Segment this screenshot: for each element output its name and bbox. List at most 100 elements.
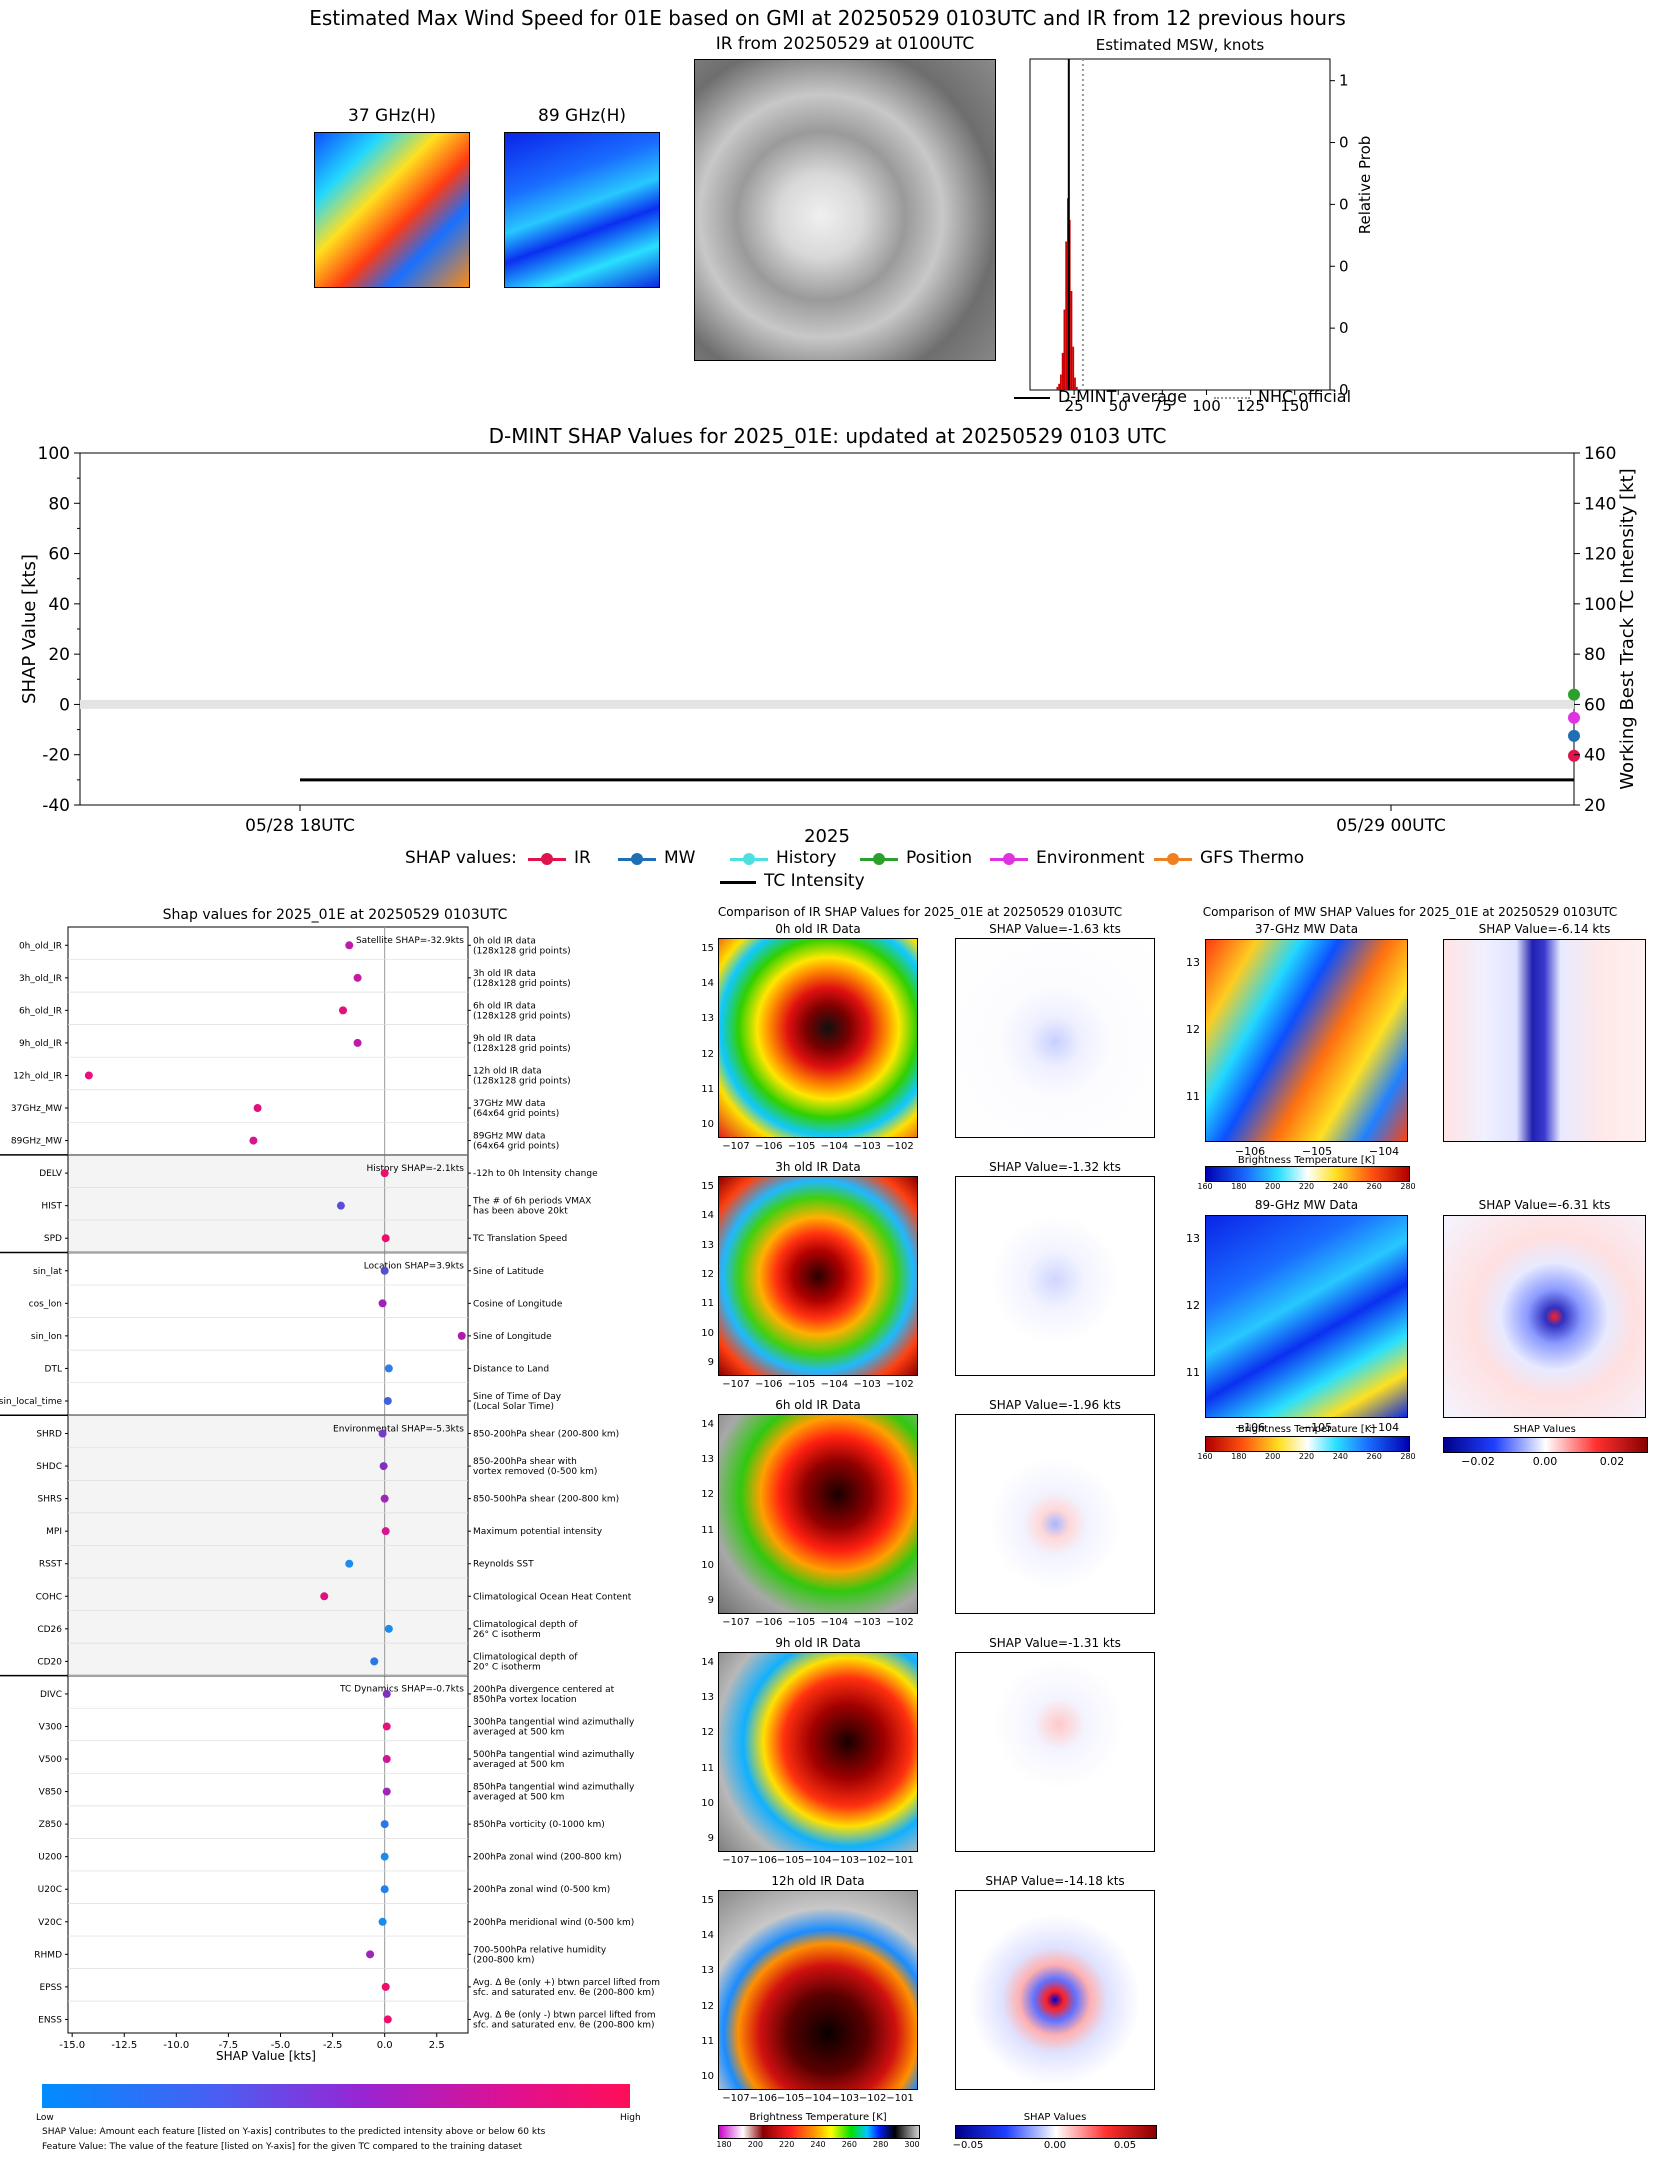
feature-description: has been above 20kt [473, 1207, 568, 1217]
features-xtick-label: 0.0 [377, 2040, 393, 2051]
msw-xtick-label: 100 [1192, 397, 1221, 415]
features-xtick-label: -10.0 [163, 2040, 189, 2051]
feature-name: 6h_old_IR [19, 1006, 62, 1016]
legend-position-marker [873, 853, 885, 865]
ir-bt-tick: 300 [904, 2140, 920, 2149]
mw-bt-tick: 160 [1197, 1452, 1213, 1461]
ir-row-shap-title: SHAP Value=-1.32 kts [989, 1160, 1121, 1174]
feature-shap-point [370, 1657, 379, 1666]
ir-row-ytick: 15 [701, 1895, 714, 1906]
ir-row-xtick: −103 [853, 1379, 881, 1390]
ir-row-title: 12h old IR Data [771, 1874, 865, 1888]
ir-row-ytick: 10 [701, 1559, 714, 1571]
timeline-ytick-right-label: 140 [1584, 494, 1616, 514]
legend-gfs-thermo-marker [1167, 853, 1179, 865]
feature-name: Z850 [39, 1820, 63, 1830]
ir-row-ytick: 12 [701, 1489, 714, 1501]
timeline-xlabel: 2025 [804, 826, 850, 847]
feature-description: 850-200hPa shear with [473, 1457, 577, 1467]
feature-shap-point [253, 1104, 262, 1113]
ir-row-title: 6h old IR Data [775, 1398, 861, 1412]
feature-shap-point [378, 1299, 387, 1308]
feature-shap-point [381, 1234, 390, 1243]
timeline-ytick-right-label: 40 [1584, 746, 1606, 766]
msw-xtick-label: 75 [1153, 397, 1172, 415]
mw-bt-colorbar-label: Brightness Temperature [K] [1237, 1155, 1376, 1166]
features-xtick-label: 2.5 [429, 2040, 445, 2051]
feature-name: HIST [41, 1202, 62, 1212]
mw-bt-tick: 240 [1332, 1452, 1348, 1461]
feature-description: TC Translation Speed [472, 1234, 567, 1244]
ir-row-image [718, 1414, 918, 1614]
msw-ylabel-text: Relative Prob [1356, 136, 1374, 235]
feature-name: V20C [38, 1918, 62, 1928]
ir-row-xtick: −107 [722, 2093, 750, 2104]
feature-description: 850-200hPa shear (200-800 km) [473, 1430, 619, 1440]
feature-description: 3h old IR data [473, 969, 536, 979]
ir-row-ytick: 11 [701, 1083, 714, 1095]
msw-ytick-label: 1.0 [1339, 72, 1350, 90]
feature-shap-point [339, 1006, 347, 1015]
feature-shap-point [380, 1885, 389, 1894]
msw-bar [1070, 291, 1073, 390]
ir-bt-tick: 260 [841, 2140, 857, 2149]
legend-position-label: Position [906, 848, 973, 868]
feature-name: 89GHz_MW [11, 1137, 62, 1147]
ir-row-xtick: −104 [820, 1617, 849, 1628]
ir-row-shap-image [955, 1176, 1155, 1376]
mw-row-xtick: −105 [1301, 1145, 1333, 1158]
ir-row-shap-title: SHAP Value=-1.63 kts [989, 922, 1121, 936]
msw-ytick-label: 0.2 [1339, 319, 1350, 337]
msw-title: Estimated MSW, knots [1096, 36, 1265, 54]
features-xlabel: SHAP Value [kts] [216, 2049, 316, 2063]
feature-shap-point [84, 1071, 93, 1080]
feature-name: SHRD [36, 1430, 62, 1440]
msw-ytick-label: 0.6 [1339, 195, 1350, 213]
feature-shap-point [353, 1038, 362, 1047]
feature-description: Reynolds SST [473, 1560, 534, 1570]
timeline-legend: SHAP values: IR MW History Position Environm… [400, 848, 1304, 898]
ir-row-ytick: 13 [701, 1239, 714, 1251]
feature-description: Sine of Latitude [473, 1267, 544, 1277]
legend-history-marker [743, 853, 755, 865]
timeline-ytick-right-label: 160 [1584, 444, 1616, 464]
ir-row-xtick: −102 [858, 2093, 887, 2104]
legend-nhc-line [1214, 397, 1250, 399]
timeline-ytick-right-label: 100 [1584, 595, 1616, 615]
feature-name: MPI [46, 1527, 62, 1537]
timeline-ytick-left-label: 100 [38, 444, 70, 464]
feature-name: sin_local_time [0, 1397, 62, 1407]
ir-row-xtick: −102 [886, 1617, 914, 1628]
mw-row-shap-title: SHAP Value=-6.14 kts [1478, 922, 1611, 936]
feature-shap-point [336, 1201, 345, 1210]
timeline-ytick-left-label: 80 [48, 494, 70, 514]
feature-description: (128x128 grid points) [473, 1076, 571, 1086]
ir-row-image [718, 938, 918, 1138]
feature-description: -12h to 0h Intensity change [473, 1169, 598, 1179]
mw-row-xtick: −106 [1234, 1421, 1266, 1434]
ir-row-xtick: −103 [831, 1855, 860, 1866]
ir-row-ytick: 9 [707, 1595, 714, 1606]
ir-row-xtick: −107 [722, 1855, 750, 1866]
mw-row-ytick: 11 [1186, 1366, 1200, 1379]
ir-row-shap-image [955, 1414, 1155, 1614]
ir-row-ytick: 15 [701, 1181, 714, 1192]
mw-shap-tick: 0.02 [1599, 1455, 1625, 1468]
feature-shap-point [366, 1950, 375, 1959]
mw-bt-tick: 160 [1197, 1182, 1213, 1191]
mw-row-ytick: 13 [1186, 1232, 1200, 1245]
feature-name: RSST [39, 1560, 63, 1570]
feature-shap-point [380, 1820, 389, 1829]
feature-description: Sine of Time of Day [473, 1392, 562, 1402]
feature-group-label: Location SHAP=3.9kts [364, 1262, 465, 1272]
mw-row-shap-image [1443, 1215, 1646, 1418]
feature-shap-point [380, 1169, 389, 1178]
figure-title: Estimated Max Wind Speed for 01E based o… [309, 6, 1346, 30]
mw37-image [314, 132, 470, 288]
mw-row-shap-image [1443, 939, 1646, 1142]
mw-bt-colorbar-2 [1205, 1436, 1410, 1452]
ir-row-ytick: 11 [701, 1524, 714, 1536]
ir-row-xtick: −105 [776, 2093, 805, 2104]
feature-name: ENSS [38, 2015, 62, 2025]
mw-row-xtick: −104 [1368, 1421, 1400, 1434]
